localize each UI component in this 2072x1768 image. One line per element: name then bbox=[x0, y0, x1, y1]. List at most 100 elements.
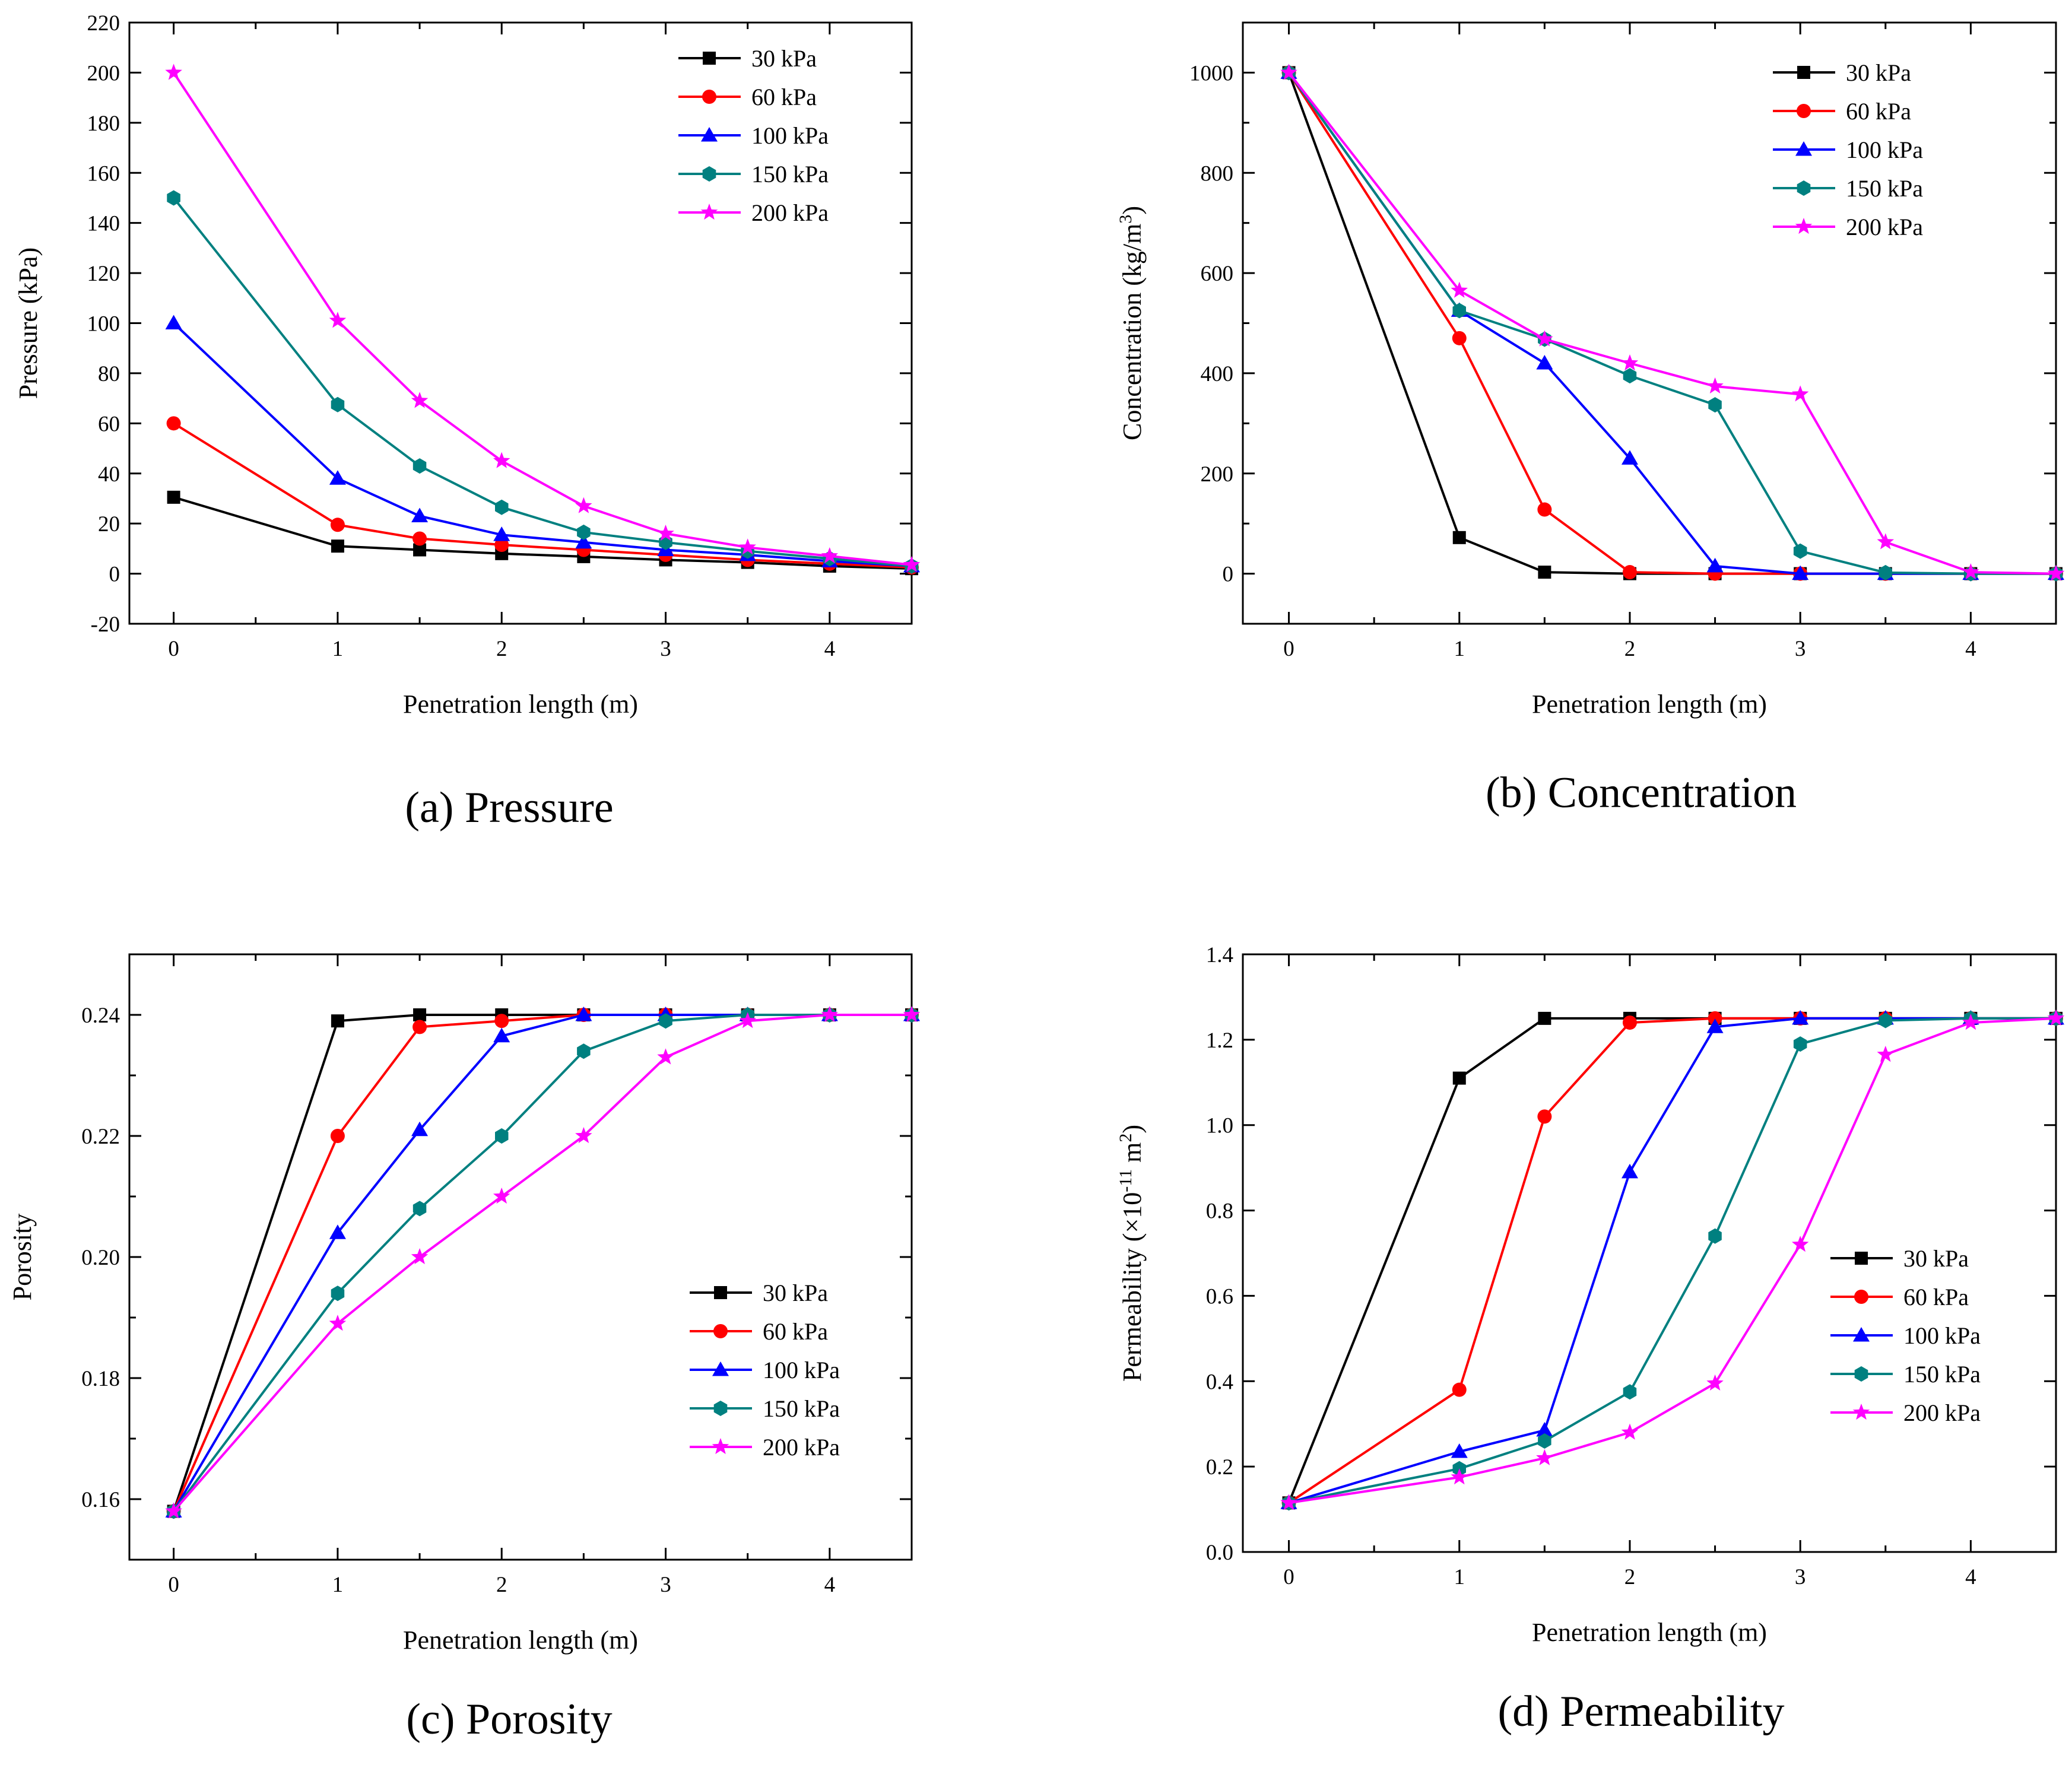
y-tick-label: 0.24 bbox=[81, 1004, 120, 1028]
data-point bbox=[821, 547, 839, 564]
y-tick-label: 0 bbox=[109, 563, 120, 587]
data-point bbox=[165, 1502, 182, 1519]
legend-label: 200 kPa bbox=[763, 1434, 840, 1461]
data-point bbox=[493, 1027, 510, 1043]
data-point bbox=[166, 416, 181, 431]
legend-marker bbox=[1854, 1290, 1868, 1304]
series-200-kpa bbox=[165, 64, 921, 572]
y-axis-label: Permeability (×10-11 m2) bbox=[1116, 1125, 1147, 1382]
data-point bbox=[903, 1006, 921, 1023]
y-tick-label: 1.2 bbox=[1206, 1029, 1233, 1053]
data-point bbox=[413, 458, 427, 474]
series-150-kpa bbox=[1282, 1010, 2063, 1511]
data-point bbox=[411, 1121, 429, 1137]
data-point bbox=[165, 64, 182, 80]
data-point bbox=[495, 1128, 509, 1144]
y-axis-label-end: ) bbox=[1118, 206, 1147, 215]
data-point bbox=[1877, 533, 1895, 550]
legend-label: 30 kPa bbox=[1846, 59, 1911, 86]
data-point bbox=[1621, 1163, 1638, 1179]
y-tick-label: 1000 bbox=[1189, 61, 1233, 85]
legend-marker bbox=[1854, 1366, 1868, 1382]
panel-caption: (d) Permeability bbox=[1498, 1687, 1785, 1736]
data-point bbox=[413, 543, 427, 557]
y-tick-label: 0.16 bbox=[81, 1488, 120, 1512]
data-point bbox=[1706, 1018, 1724, 1033]
data-point bbox=[1793, 1036, 1807, 1052]
x-tick-label: 1 bbox=[1454, 1565, 1465, 1589]
plot-frame bbox=[128, 21, 913, 625]
data-point bbox=[493, 1188, 510, 1204]
data-point bbox=[1280, 64, 1297, 80]
x-tick-label: 0 bbox=[1283, 637, 1294, 661]
data-point bbox=[1706, 1374, 1724, 1391]
x-tick-label: 0 bbox=[168, 637, 179, 661]
legend-marker bbox=[701, 127, 718, 142]
legend-label: 150 kPa bbox=[763, 1395, 840, 1422]
y-tick-label: 0.6 bbox=[1206, 1284, 1233, 1309]
series-line bbox=[1287, 72, 2056, 575]
data-point bbox=[575, 534, 592, 549]
data-point bbox=[2047, 564, 2065, 581]
data-point bbox=[167, 190, 180, 206]
legend-label: 150 kPa bbox=[751, 161, 829, 188]
series-150-kpa bbox=[167, 190, 919, 574]
y-axis-label-main: Porosity bbox=[8, 1214, 37, 1301]
legend: 30 kPa 60 kPa 100 kPa 150 kPa 200 kPa bbox=[1830, 1245, 1981, 1426]
data-point bbox=[165, 315, 182, 329]
legend-marker bbox=[1797, 104, 1811, 118]
legend-marker bbox=[713, 1324, 728, 1338]
y-tick-label: 0.8 bbox=[1206, 1199, 1233, 1224]
data-point bbox=[575, 1127, 592, 1144]
data-point bbox=[739, 538, 756, 555]
series-200-kpa bbox=[1280, 64, 2065, 581]
y-tick-label: 600 bbox=[1201, 262, 1234, 286]
y-tick-label: 0.22 bbox=[81, 1125, 120, 1149]
legend-label: 200 kPa bbox=[751, 199, 829, 226]
legend-label: 60 kPa bbox=[763, 1318, 828, 1345]
y-tick-label: 160 bbox=[87, 161, 120, 186]
data-point bbox=[1452, 531, 1466, 544]
y-axis-label: Pressure (kPa) bbox=[14, 247, 43, 399]
data-point bbox=[657, 525, 674, 541]
series-150-kpa bbox=[167, 1007, 919, 1519]
y-tick-label: 180 bbox=[87, 112, 120, 136]
data-point bbox=[1706, 377, 1724, 393]
legend-label: 30 kPa bbox=[751, 45, 817, 72]
data-point bbox=[331, 1285, 345, 1302]
data-point bbox=[2047, 1009, 2065, 1026]
y-tick-label: -20 bbox=[91, 612, 120, 637]
data-point bbox=[1791, 1236, 1809, 1252]
legend-marker bbox=[702, 166, 716, 182]
legend-marker bbox=[703, 52, 716, 65]
data-point bbox=[1452, 331, 1467, 345]
data-point bbox=[1621, 354, 1639, 371]
data-point bbox=[575, 1007, 592, 1021]
x-tick-label: 4 bbox=[1965, 1565, 1976, 1589]
data-point bbox=[167, 490, 180, 504]
x-tick-label: 3 bbox=[1795, 637, 1806, 661]
data-point bbox=[1877, 1046, 1895, 1062]
data-point bbox=[330, 518, 345, 532]
x-tick-label: 2 bbox=[496, 637, 507, 661]
legend-label: 200 kPa bbox=[1903, 1399, 1981, 1426]
data-point bbox=[903, 556, 921, 572]
panel-caption: (a) Pressure bbox=[405, 783, 613, 832]
data-point bbox=[1708, 1011, 1722, 1026]
legend-label: 60 kPa bbox=[1903, 1284, 1969, 1310]
plot-frame bbox=[1242, 21, 2057, 625]
y-tick-label: 200 bbox=[1201, 462, 1234, 487]
legend-marker bbox=[702, 90, 716, 104]
series-100-kpa bbox=[165, 315, 920, 573]
y-axis-label: Porosity bbox=[8, 1214, 37, 1301]
x-tick-label: 3 bbox=[660, 1573, 671, 1597]
y-axis-label-main: Concentration (kg/m bbox=[1118, 224, 1147, 440]
legend-label: 30 kPa bbox=[1903, 1245, 1969, 1272]
data-point bbox=[1962, 1014, 1979, 1030]
series-line bbox=[1287, 72, 2056, 575]
legend-marker bbox=[700, 204, 718, 220]
x-tick-label: 1 bbox=[332, 637, 344, 661]
y-axis-label-end2: ) bbox=[1118, 1125, 1147, 1134]
y-axis-label-sup: -11 bbox=[1116, 1169, 1135, 1192]
y-tick-label: 0.0 bbox=[1206, 1541, 1233, 1565]
